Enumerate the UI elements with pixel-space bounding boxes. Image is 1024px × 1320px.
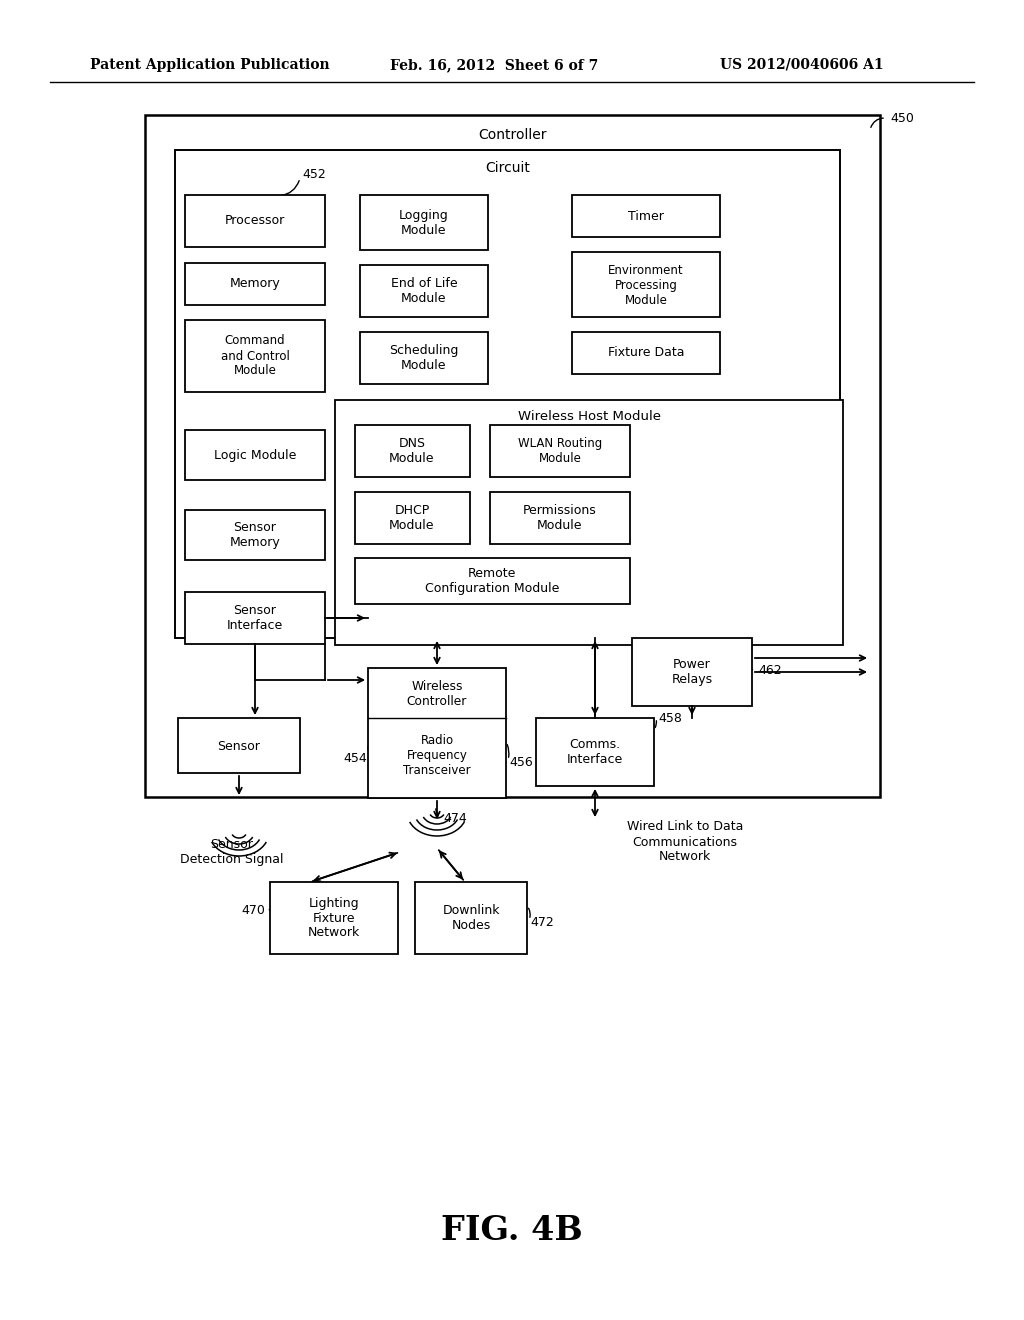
Text: Patent Application Publication: Patent Application Publication — [90, 58, 330, 73]
Text: Feb. 16, 2012  Sheet 6 of 7: Feb. 16, 2012 Sheet 6 of 7 — [390, 58, 598, 73]
Bar — [185, 195, 325, 247]
Bar — [360, 265, 488, 317]
Text: Fixture Data: Fixture Data — [608, 346, 684, 359]
Bar — [185, 319, 325, 392]
Text: 452: 452 — [302, 169, 326, 181]
Text: Environment
Processing
Module: Environment Processing Module — [608, 264, 684, 306]
Text: 462: 462 — [758, 664, 781, 676]
Bar — [355, 558, 630, 605]
Text: Wireless
Controller: Wireless Controller — [407, 680, 467, 708]
Bar — [270, 882, 398, 954]
Text: US 2012/0040606 A1: US 2012/0040606 A1 — [720, 58, 884, 73]
Text: Circuit: Circuit — [485, 161, 530, 176]
Text: WLAN Routing
Module: WLAN Routing Module — [518, 437, 602, 465]
Bar — [572, 195, 720, 238]
Text: DHCP
Module: DHCP Module — [389, 504, 435, 532]
Text: Logic Module: Logic Module — [214, 449, 296, 462]
Bar — [178, 718, 300, 774]
Text: Controller: Controller — [478, 128, 547, 143]
Bar — [572, 252, 720, 317]
Text: 470: 470 — [241, 903, 265, 916]
Text: 474: 474 — [443, 812, 467, 825]
Text: Command
and Control
Module: Command and Control Module — [220, 334, 290, 378]
Bar — [185, 510, 325, 560]
Bar — [185, 591, 325, 644]
Bar — [335, 400, 843, 645]
Text: Downlink
Nodes: Downlink Nodes — [442, 904, 500, 932]
Text: FIG. 4B: FIG. 4B — [441, 1213, 583, 1246]
Text: Logging
Module: Logging Module — [399, 209, 449, 238]
Text: Wireless Host Module: Wireless Host Module — [517, 411, 660, 424]
Text: 458: 458 — [658, 711, 682, 725]
Text: Processor: Processor — [225, 214, 285, 227]
Text: Sensor
Memory: Sensor Memory — [229, 521, 281, 549]
Text: 456: 456 — [509, 755, 532, 768]
Text: Radio
Frequency
Transceiver: Radio Frequency Transceiver — [403, 734, 471, 777]
Text: End of Life
Module: End of Life Module — [391, 277, 458, 305]
Text: Sensor
Detection Signal: Sensor Detection Signal — [180, 838, 284, 866]
Text: Timer: Timer — [628, 210, 664, 223]
Bar — [175, 150, 840, 638]
Text: Scheduling
Module: Scheduling Module — [389, 345, 459, 372]
Bar — [490, 425, 630, 477]
Bar — [185, 263, 325, 305]
Bar — [145, 115, 880, 797]
Bar — [185, 430, 325, 480]
Text: Remote
Configuration Module: Remote Configuration Module — [425, 568, 559, 595]
Text: Lighting
Fixture
Network: Lighting Fixture Network — [308, 896, 360, 940]
Bar — [355, 492, 470, 544]
Text: Sensor
Interface: Sensor Interface — [227, 605, 283, 632]
Bar — [572, 333, 720, 374]
Bar — [415, 882, 527, 954]
Text: 450: 450 — [890, 111, 913, 124]
Text: Memory: Memory — [229, 277, 281, 290]
Bar — [632, 638, 752, 706]
Bar — [360, 195, 488, 249]
Bar — [368, 668, 506, 799]
Bar — [536, 718, 654, 785]
Bar — [360, 333, 488, 384]
Text: Comms.
Interface: Comms. Interface — [567, 738, 624, 766]
Text: Wired Link to Data
Communications
Network: Wired Link to Data Communications Networ… — [627, 821, 743, 863]
Bar — [490, 492, 630, 544]
Text: Power
Relays: Power Relays — [672, 657, 713, 686]
Text: DNS
Module: DNS Module — [389, 437, 435, 465]
Text: 472: 472 — [530, 916, 554, 928]
Bar — [355, 425, 470, 477]
Text: 454: 454 — [343, 751, 367, 764]
Text: Sensor: Sensor — [217, 739, 260, 752]
Text: Permissions
Module: Permissions Module — [523, 504, 597, 532]
